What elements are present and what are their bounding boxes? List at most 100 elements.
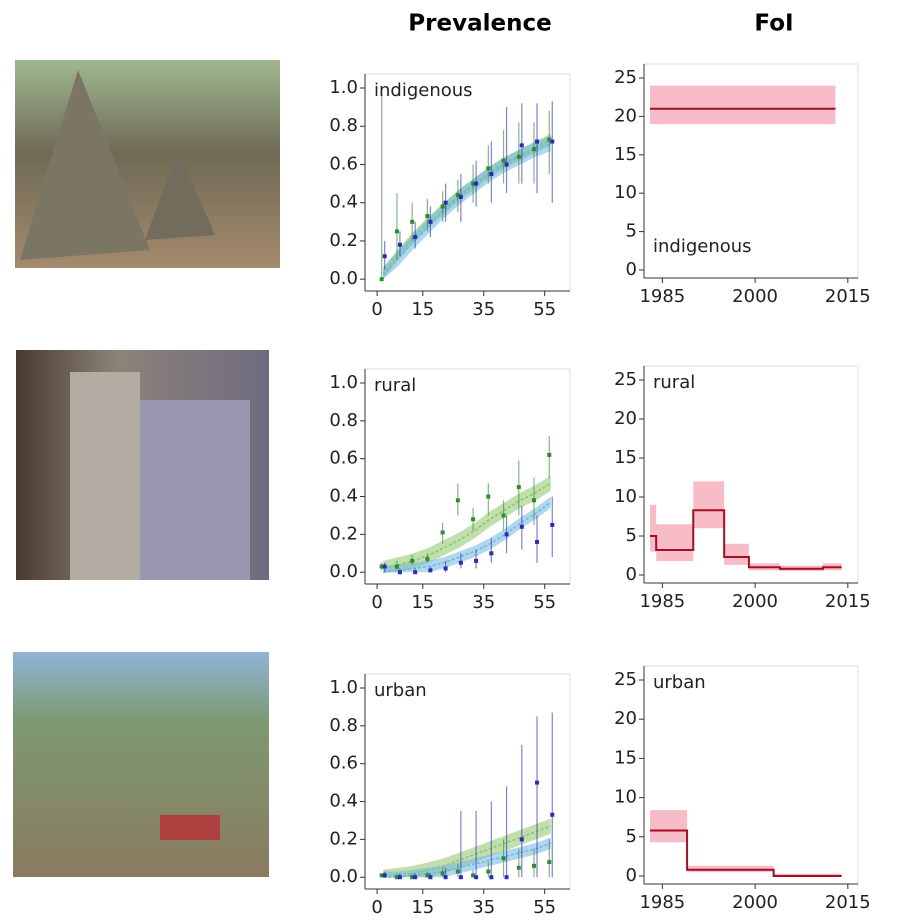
y-tick-label: 20: [614, 408, 637, 429]
data-point: [489, 172, 494, 177]
y-tick-label: 0.4: [329, 791, 358, 812]
data-point: [428, 875, 433, 880]
data-point: [458, 194, 463, 199]
data-point: [458, 875, 463, 880]
data-point: [382, 254, 387, 259]
y-tick-label: 10: [614, 486, 637, 507]
y-tick-label: 0.6: [329, 153, 358, 174]
data-point: [532, 498, 537, 503]
panel-label: indigenous: [374, 80, 473, 101]
x-tick-label: 55: [533, 299, 556, 320]
data-point: [516, 154, 521, 159]
x-tick-label: 35: [472, 299, 495, 320]
y-tick-label: 15: [614, 144, 637, 165]
data-point: [379, 873, 384, 878]
y-tick-label: 0.0: [329, 268, 358, 289]
data-point: [532, 147, 537, 152]
y-tick-label: 0.2: [329, 828, 358, 849]
y-tick-label: 5: [626, 525, 637, 546]
data-point: [516, 865, 521, 870]
data-point: [550, 139, 555, 144]
data-point: [519, 837, 524, 842]
data-point: [474, 181, 479, 186]
data-point: [547, 452, 552, 457]
data-point: [410, 875, 415, 880]
photo-hut: [145, 150, 215, 240]
x-tick-label: 0: [371, 897, 382, 918]
data-point: [550, 522, 555, 527]
data-point: [489, 551, 494, 556]
data-point: [471, 517, 476, 522]
data-point: [382, 873, 387, 878]
data-point: [397, 875, 402, 880]
x-tick-label: 1985: [639, 591, 685, 612]
data-point: [535, 780, 540, 785]
data-point: [440, 204, 445, 209]
x-tick-label: 1985: [639, 892, 685, 913]
y-tick-label: 20: [614, 708, 637, 729]
data-point: [474, 558, 479, 563]
fit-band: [383, 135, 551, 280]
data-point: [443, 200, 448, 205]
y-tick-label: 0.2: [329, 230, 358, 251]
photo-door: [70, 372, 140, 580]
x-tick-label: 35: [472, 592, 495, 613]
data-point: [486, 869, 491, 874]
y-tick-label: 0.4: [329, 192, 358, 213]
y-tick-label: 25: [614, 369, 637, 390]
data-point: [379, 564, 384, 569]
data-point: [455, 193, 460, 198]
data-point: [547, 137, 552, 142]
data-point: [440, 871, 445, 876]
y-tick-label: 0.0: [329, 866, 358, 887]
fit-line: [383, 825, 552, 878]
data-point: [471, 181, 476, 186]
x-tick-label: 0: [371, 299, 382, 320]
fit-line: [383, 482, 552, 570]
y-tick-label: 15: [614, 447, 637, 468]
y-tick-label: 0.8: [329, 715, 358, 736]
y-tick-label: 1.0: [329, 77, 358, 98]
data-point: [501, 856, 506, 861]
data-point: [455, 869, 460, 874]
data-point: [504, 875, 509, 880]
data-point: [519, 524, 524, 529]
y-tick-label: 1.0: [329, 677, 358, 698]
y-tick-label: 0: [626, 865, 637, 886]
panel-label: indigenous: [653, 236, 752, 257]
x-tick-label: 15: [411, 897, 434, 918]
y-tick-label: 0.4: [329, 486, 358, 507]
data-point: [410, 558, 415, 563]
y-tick-label: 20: [614, 105, 637, 126]
data-point: [394, 564, 399, 569]
fit-band: [383, 837, 551, 878]
data-point: [410, 219, 415, 224]
y-tick-label: 0.6: [329, 448, 358, 469]
data-point: [535, 139, 540, 144]
y-tick-label: 5: [626, 826, 637, 847]
column-title: FoI: [754, 11, 793, 37]
data-point: [428, 219, 433, 224]
x-tick-label: 1985: [639, 286, 685, 307]
y-tick-label: 0.0: [329, 561, 358, 582]
data-point: [413, 570, 418, 575]
photo-roofs: [160, 815, 220, 840]
x-tick-label: 2015: [825, 286, 871, 307]
data-point: [394, 875, 399, 880]
data-point: [425, 214, 430, 219]
y-tick-label: 5: [626, 221, 637, 242]
foi-band: [650, 481, 842, 572]
data-point: [471, 873, 476, 878]
fit-band: [383, 496, 551, 573]
panel-label: rural: [374, 375, 416, 396]
photo: [13, 652, 269, 877]
x-tick-label: 15: [411, 299, 434, 320]
data-point: [428, 568, 433, 573]
fit-band: [383, 475, 551, 573]
y-tick-label: 25: [614, 67, 637, 88]
y-tick-label: 0.8: [329, 410, 358, 431]
data-point: [455, 498, 460, 503]
x-tick-label: 2015: [825, 892, 871, 913]
